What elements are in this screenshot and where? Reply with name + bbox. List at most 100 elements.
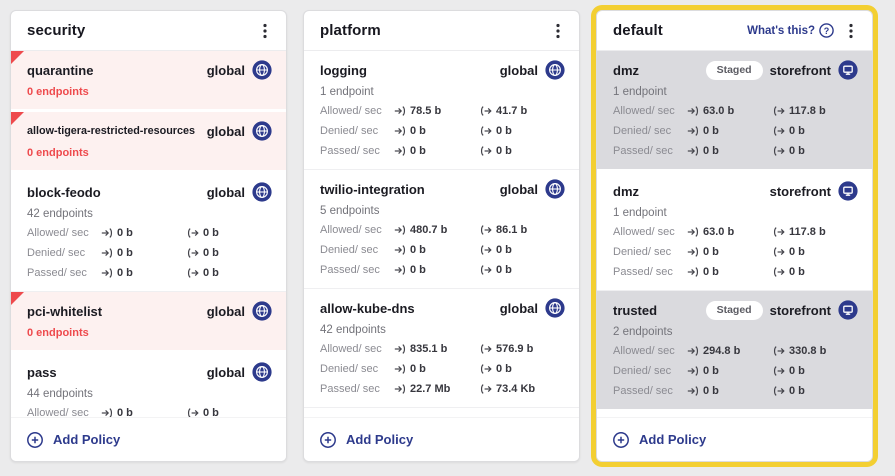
traffic-in-icon xyxy=(394,383,406,395)
policy-name: dmz xyxy=(613,183,639,199)
stat-outbound: 0 b xyxy=(480,125,512,137)
stat-label-passed: Passed/ sec xyxy=(27,267,87,279)
stat-inbound-value: 0 b xyxy=(410,125,426,137)
policy-card[interactable]: allow-tigera-restricted-resources global 0… xyxy=(11,112,286,172)
stat-outbound: 330.8 b xyxy=(773,345,826,357)
stat-label-passed: Passed/ sec xyxy=(320,383,380,395)
policy-card-title-row: allow-tigera-restricted-resources global xyxy=(27,120,272,142)
stat-outbound-value: 0 b xyxy=(789,145,805,157)
stat-outbound: 0 b xyxy=(480,244,512,256)
policy-scope: global xyxy=(207,60,272,80)
stat-outbound-value: 41.7 b xyxy=(496,105,528,117)
policy-card-title-row: logging global xyxy=(320,59,565,81)
traffic-out-icon xyxy=(773,345,785,357)
tier-menu-button[interactable] xyxy=(842,22,860,40)
add-circle-icon xyxy=(27,431,43,448)
policy-card[interactable]: trustedstorefront xyxy=(597,412,872,417)
stat-inbound: 63.0 b xyxy=(687,226,773,238)
stat-label-allowed: Allowed/ sec xyxy=(320,224,382,236)
traffic-out-icon xyxy=(480,343,492,355)
policy-name: logging xyxy=(320,62,367,78)
endpoint-count: 2 endpoints xyxy=(613,325,673,338)
traffic-in-icon xyxy=(687,385,699,397)
traffic-stat-row: Passed/ sec 0 b 0 b xyxy=(613,142,858,160)
add-policy-label: Add Policy xyxy=(346,432,414,447)
policy-tier-default: default What's this?? dmz Staged storefront 1… xyxy=(596,10,873,462)
tier-menu-button[interactable] xyxy=(549,22,567,40)
stat-inbound-value: 22.7 Mb xyxy=(410,383,451,395)
policy-card[interactable]: trusted Staged storefront 2 endpoints Allowe… xyxy=(597,291,872,411)
tier-header-actions xyxy=(256,22,274,40)
traffic-out-icon xyxy=(187,227,199,239)
traffic-in-icon xyxy=(687,145,699,157)
tier-card-list: logging global 1 endpoint Allowed/ sec 78.5 … xyxy=(304,51,579,417)
scope-label: storefront xyxy=(769,62,831,78)
traffic-out-icon xyxy=(480,264,492,276)
stat-outbound-value: 0 b xyxy=(203,267,219,279)
stat-label-passed: Passed/ sec xyxy=(613,266,673,278)
traffic-stat-row: Denied/ sec 0 b 0 b xyxy=(320,241,565,259)
policy-card[interactable]: dmz storefront 1 endpoint Allowed/ sec 63.0 … xyxy=(597,172,872,291)
monitor-icon xyxy=(838,300,858,320)
stat-outbound-value: 0 b xyxy=(789,125,805,137)
add-policy-button[interactable]: Add Policy xyxy=(320,431,414,448)
policy-card[interactable]: quarantine global 0 endpoints xyxy=(11,51,286,111)
endpoint-count: 0 endpoints xyxy=(27,85,89,98)
add-policy-label: Add Policy xyxy=(639,432,707,447)
tier-header-actions xyxy=(549,22,567,40)
traffic-stat-row: Denied/ sec 0 b 0 b xyxy=(613,243,858,261)
scope-label: global xyxy=(206,123,245,139)
traffic-stat-row: Denied/ sec 0 b 0 b xyxy=(320,360,565,378)
policy-card-title-row: block-feodo global xyxy=(27,181,272,203)
add-circle-icon xyxy=(613,431,629,448)
stat-inbound-value: 0 b xyxy=(117,267,133,279)
stat-inbound: 22.7 Mb xyxy=(394,383,480,395)
stat-inbound: 835.1 b xyxy=(394,343,480,355)
tier-header: security xyxy=(11,11,286,51)
policy-scope: global xyxy=(207,121,272,141)
tier-title: security xyxy=(27,22,86,39)
stat-label-denied: Denied/ sec xyxy=(320,244,379,256)
policy-card[interactable]: pass global 44 endpoints Allowed/ sec 0 b 0 b… xyxy=(11,353,286,417)
policy-card[interactable]: twilio-integration global 5 endpoints Allow… xyxy=(304,170,579,289)
stat-inbound-value: 0 b xyxy=(410,264,426,276)
stat-outbound: 0 b xyxy=(773,385,805,397)
traffic-stat-row: Passed/ sec 0 b 0 b xyxy=(27,264,272,282)
traffic-stat-row: Denied/ sec 0 b 0 b xyxy=(613,362,858,380)
scope-label: global xyxy=(206,62,245,78)
stat-outbound-value: 0 b xyxy=(496,264,512,276)
traffic-in-icon xyxy=(687,246,699,258)
stat-inbound-value: 0 b xyxy=(703,266,719,278)
stat-outbound: 0 b xyxy=(773,125,805,137)
stat-inbound-value: 0 b xyxy=(703,365,719,377)
stat-label-denied: Denied/ sec xyxy=(320,125,379,137)
traffic-stat-row: Allowed/ sec 294.8 b 330.8 b xyxy=(613,342,858,360)
endpoint-count: 44 endpoints xyxy=(27,387,93,400)
stat-inbound-value: 0 b xyxy=(117,247,133,259)
add-policy-button[interactable]: Add Policy xyxy=(613,431,707,448)
policy-name: twilio-integration xyxy=(320,181,425,197)
whats-this-link[interactable]: What's this?? xyxy=(747,23,834,38)
stat-label-passed: Passed/ sec xyxy=(613,145,673,157)
traffic-in-icon xyxy=(101,247,113,259)
policy-scope: Staged storefront xyxy=(705,300,858,320)
stat-outbound-value: 0 b xyxy=(789,365,805,377)
tier-menu-button[interactable] xyxy=(256,22,274,40)
add-policy-button[interactable]: Add Policy xyxy=(27,431,120,448)
stat-label-denied: Denied/ sec xyxy=(27,247,86,259)
policy-card[interactable]: block-feodo global 42 endpoints Allowed/ se… xyxy=(11,173,286,292)
traffic-in-icon xyxy=(687,226,699,238)
stat-label-allowed: Allowed/ sec xyxy=(27,407,89,417)
traffic-in-icon xyxy=(394,363,406,375)
stat-outbound: 41.7 b xyxy=(480,105,527,117)
policy-card[interactable]: dmz Staged storefront 1 endpoint Allowed/ se… xyxy=(597,51,872,171)
traffic-out-icon xyxy=(773,125,785,137)
tier-footer: Add Policy xyxy=(597,417,872,461)
globe-icon xyxy=(545,60,565,80)
policy-card[interactable]: pci-whitelist global 0 endpoints xyxy=(11,292,286,352)
policy-card[interactable]: allow-kube-dns global 42 endpoints Allowed/… xyxy=(304,289,579,408)
globe-icon xyxy=(252,121,272,141)
stat-outbound-value: 0 b xyxy=(496,244,512,256)
policy-scope: storefront xyxy=(770,181,858,201)
policy-card[interactable]: logging global 1 endpoint Allowed/ sec 78.5 … xyxy=(304,51,579,170)
